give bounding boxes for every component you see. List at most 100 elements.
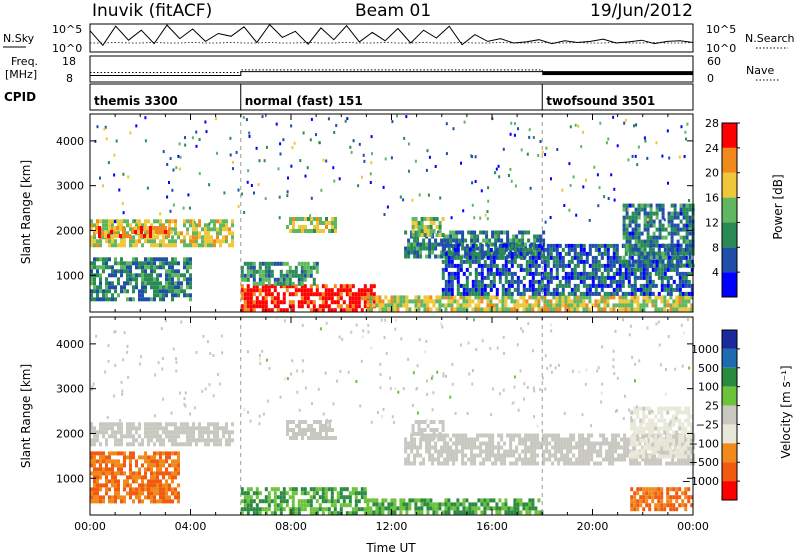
heat-cell bbox=[530, 457, 534, 462]
heat-cell bbox=[405, 307, 409, 312]
heat-cell bbox=[303, 284, 307, 289]
heat-cell bbox=[563, 457, 567, 462]
heat-cell bbox=[669, 495, 673, 500]
heat-cell bbox=[162, 239, 165, 244]
heat-cell-sparse bbox=[184, 404, 187, 408]
heat-cell bbox=[183, 289, 186, 294]
heat-cell-sparse bbox=[569, 184, 572, 187]
heat-cell bbox=[682, 263, 686, 268]
heat-cell bbox=[165, 467, 168, 472]
heat-cell bbox=[495, 247, 499, 252]
heat-cell bbox=[162, 257, 165, 262]
heat-cell bbox=[360, 491, 364, 496]
heat-cell bbox=[528, 498, 532, 503]
heat-cell bbox=[596, 441, 600, 446]
heat-cell bbox=[464, 433, 468, 438]
heat-cell bbox=[681, 307, 685, 312]
heat-cell bbox=[426, 506, 430, 511]
heat-cell bbox=[246, 495, 250, 500]
heat-cell bbox=[96, 499, 99, 504]
heat-cell bbox=[612, 259, 616, 264]
heat-cell-sparse bbox=[539, 140, 542, 143]
heat-cell bbox=[171, 281, 174, 286]
heat-cell bbox=[319, 217, 322, 221]
heat-cell bbox=[687, 434, 691, 439]
heat-cell bbox=[444, 506, 448, 511]
heat-cell bbox=[686, 457, 690, 462]
heat-cell bbox=[656, 461, 660, 466]
heat-cell bbox=[522, 303, 526, 308]
heat-cell-sparse bbox=[631, 154, 634, 158]
heat-cell bbox=[423, 225, 427, 229]
heat-cell bbox=[686, 445, 690, 450]
heat-cell-sparse bbox=[503, 351, 505, 355]
heat-cell bbox=[546, 283, 550, 288]
heat-cell-sparse bbox=[302, 131, 305, 135]
heat-cell bbox=[246, 288, 250, 293]
heat-cell bbox=[444, 287, 448, 292]
heat-cell bbox=[105, 455, 108, 460]
heat-cell-sparse bbox=[301, 323, 304, 327]
heat-cell bbox=[156, 285, 159, 290]
heat-cell bbox=[407, 238, 411, 243]
heat-cell-sparse bbox=[514, 184, 517, 188]
heat-cell bbox=[132, 451, 135, 456]
heat-cell bbox=[102, 261, 105, 266]
heat-cell bbox=[180, 430, 183, 435]
heat-cell bbox=[318, 304, 322, 309]
heat-cell bbox=[573, 283, 577, 288]
heat-cell bbox=[516, 307, 520, 312]
heat-cell bbox=[312, 491, 316, 496]
heat-cell bbox=[186, 219, 189, 224]
heat-cell bbox=[495, 510, 499, 515]
heat-cell bbox=[584, 437, 588, 442]
heat-cell-sparse bbox=[282, 138, 285, 142]
heat-cell bbox=[528, 279, 532, 284]
heat-cell bbox=[573, 251, 577, 256]
heat-cell bbox=[660, 491, 664, 496]
heat-cell bbox=[594, 275, 598, 280]
heat-cell bbox=[98, 230, 101, 234]
heat-cell bbox=[676, 211, 680, 216]
heat-cell bbox=[489, 299, 493, 304]
heat-cell bbox=[452, 234, 456, 239]
heat-cell bbox=[554, 453, 558, 458]
heat-cell bbox=[491, 461, 495, 466]
heat-cell bbox=[507, 295, 511, 300]
heat-cell bbox=[456, 279, 460, 284]
heat-cell bbox=[444, 498, 448, 503]
heat-cell bbox=[482, 238, 486, 243]
heat-cell-sparse bbox=[528, 128, 531, 132]
heat-cell-sparse bbox=[384, 157, 387, 161]
heat-cell bbox=[342, 300, 346, 305]
heat-cell-sparse bbox=[575, 213, 578, 217]
heat-cell bbox=[303, 499, 307, 504]
heat-cell bbox=[363, 292, 367, 297]
heat-cell bbox=[452, 441, 456, 446]
heat-cell bbox=[477, 506, 481, 511]
heat-cell bbox=[310, 221, 313, 225]
heat-cell bbox=[621, 299, 625, 304]
heat-cell bbox=[165, 269, 168, 274]
heat-cell bbox=[162, 483, 165, 488]
heat-cell bbox=[434, 445, 438, 450]
heat-cell bbox=[93, 483, 96, 488]
heat-cell bbox=[673, 207, 677, 212]
heat-cell bbox=[645, 283, 649, 288]
heat-cell bbox=[518, 230, 522, 235]
heat-cell-sparse bbox=[474, 155, 477, 159]
heat-cell bbox=[318, 503, 322, 508]
heat-cell bbox=[413, 461, 417, 466]
heat-cell bbox=[102, 235, 105, 240]
heat-cell bbox=[687, 450, 691, 455]
heat-cell bbox=[672, 450, 676, 455]
heat-cell bbox=[486, 283, 490, 288]
heat-cell bbox=[325, 424, 328, 428]
heat-cell bbox=[189, 219, 192, 224]
heat-cell bbox=[138, 426, 141, 431]
heat-cell bbox=[146, 226, 149, 230]
heat-cell bbox=[689, 449, 693, 454]
heat-cell bbox=[360, 495, 364, 500]
heat-cell bbox=[546, 287, 550, 292]
heat-cell bbox=[360, 487, 364, 492]
